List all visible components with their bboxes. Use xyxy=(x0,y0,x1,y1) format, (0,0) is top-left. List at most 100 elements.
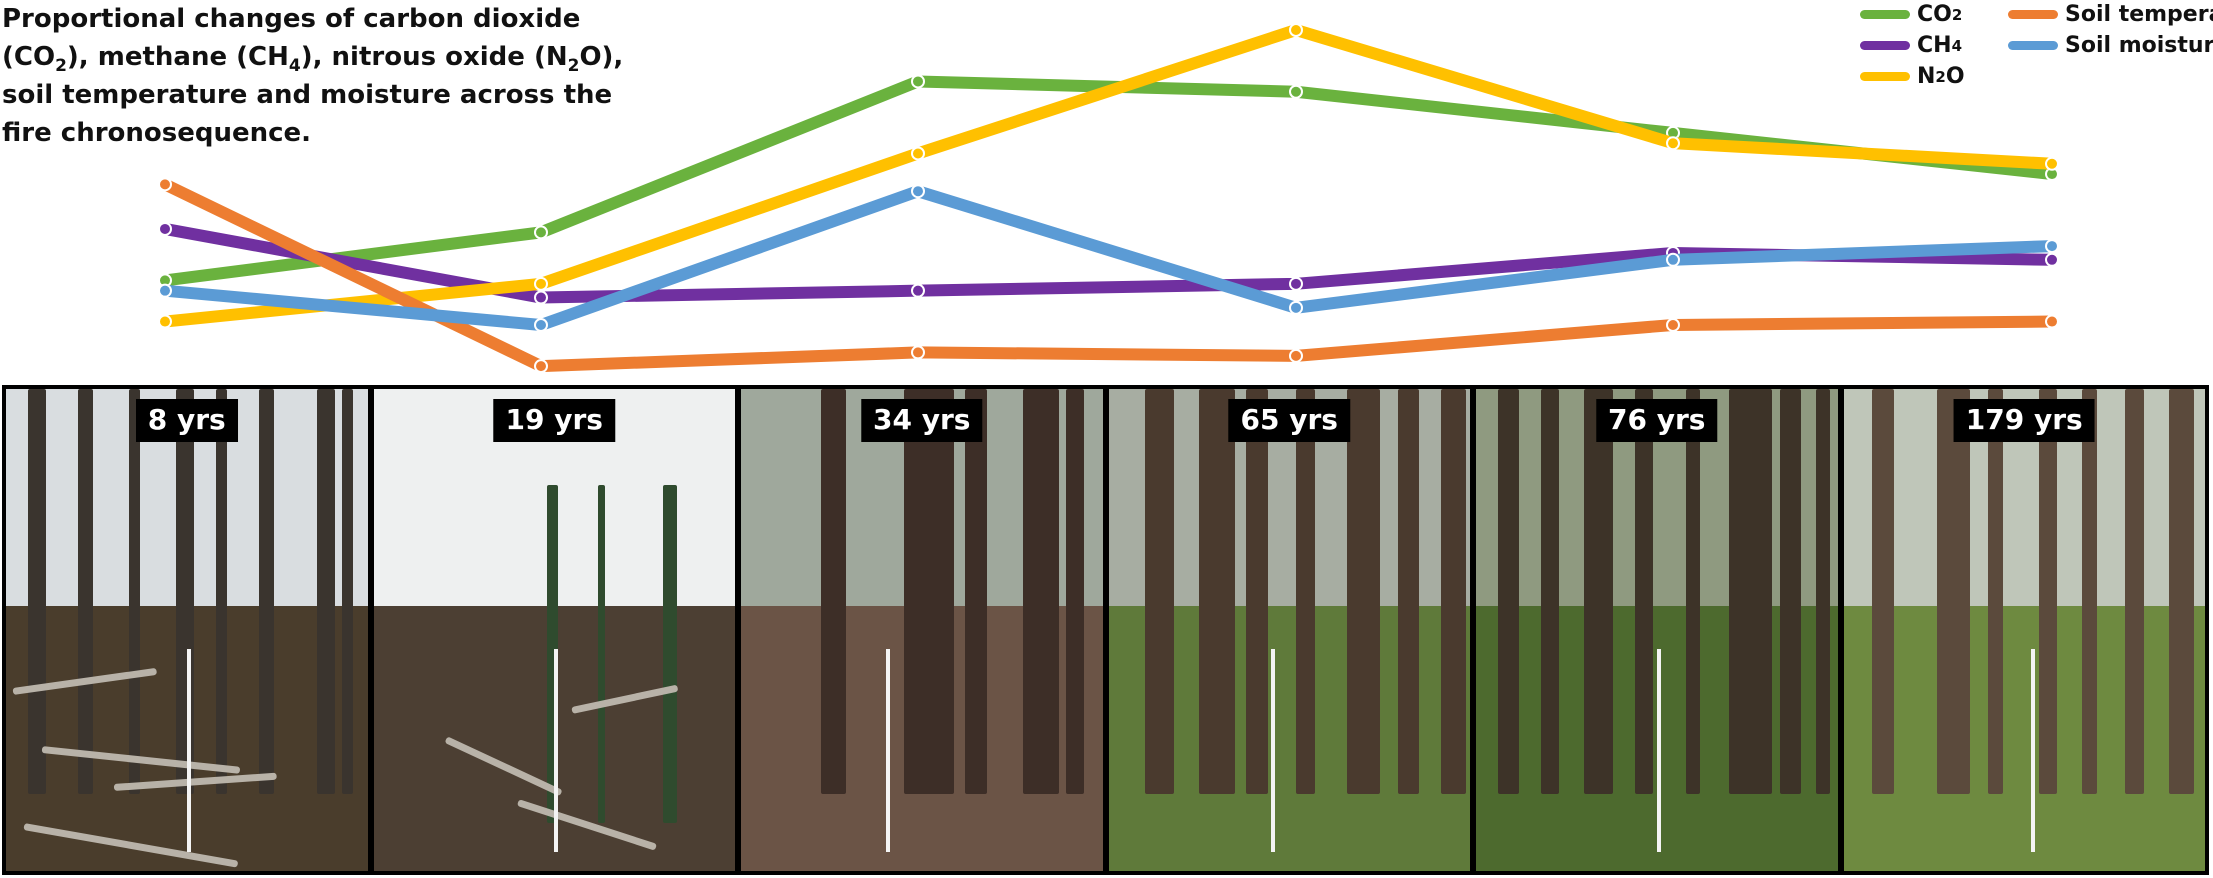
data-point-soil-temperature-6 xyxy=(2045,314,2059,329)
photo-tree-trunk xyxy=(1397,389,1420,794)
title-line-2: (CO2), methane (CH4), nitrous oxide (N2O… xyxy=(2,42,624,77)
data-point-n2o-6 xyxy=(2045,156,2059,171)
photo-tree-trunk xyxy=(1347,389,1380,794)
photo-survey-pole xyxy=(2031,649,2036,852)
photo-age-label: 65 yrs xyxy=(1228,399,1350,442)
photo-survey-pole xyxy=(554,649,559,852)
photo-tree-trunk xyxy=(1144,389,1174,794)
photo-tree-trunk xyxy=(128,389,140,794)
photo-age-label: 8 yrs xyxy=(135,399,238,442)
legend-co2: CO 2 xyxy=(1860,2,1962,27)
photo-tree-trunk xyxy=(1296,389,1315,794)
data-point-soil-moisture-1 xyxy=(158,283,172,298)
photo-tree-trunk xyxy=(1729,389,1773,794)
photo-tree-trunk xyxy=(662,485,678,823)
photo-survey-pole xyxy=(1656,649,1661,852)
photo-tree-trunk xyxy=(547,485,558,823)
photo-tree-trunk xyxy=(1497,389,1520,794)
photo-tree-trunk xyxy=(1779,389,1802,794)
photo-survey-pole xyxy=(1271,649,1276,852)
photo-survey-pole xyxy=(885,649,890,852)
photo-tree-trunk xyxy=(965,389,987,794)
photo-age-label: 179 yrs xyxy=(1953,399,2095,442)
photo-tree-trunk xyxy=(175,389,194,794)
legend-swatch-n2o xyxy=(1860,72,1910,81)
photo-tree-trunk xyxy=(1198,389,1236,794)
photo-survey-pole xyxy=(186,649,191,852)
photo-tree-trunk xyxy=(1988,389,2003,794)
photo-strip: 8 yrs 19 yrs 34 yrs 65 yrs 76 yrs 179 yrs xyxy=(2,385,2209,875)
photo-tree-trunk xyxy=(1441,389,1467,794)
photo-panel-5: 76 yrs xyxy=(1476,389,1838,871)
photo-tree-trunk xyxy=(215,389,227,794)
photo-tree-trunk xyxy=(1815,389,1831,794)
legend-ch4: CH 4 xyxy=(1860,33,1962,58)
photo-tree-trunk xyxy=(1685,389,1701,794)
data-point-soil-temperature-2 xyxy=(534,359,548,374)
data-point-n2o-3 xyxy=(911,146,925,161)
photo-ground xyxy=(1843,605,2205,871)
data-point-ch4-6 xyxy=(2045,252,2059,267)
legend-swatch-soil-moisture xyxy=(2008,41,2058,50)
photo-tree-trunk xyxy=(820,389,846,794)
photo-tree-trunk xyxy=(1937,389,1971,794)
data-point-soil-temperature-4 xyxy=(1289,348,1303,363)
photo-tree-trunk xyxy=(2082,389,2097,794)
photo-panel-3: 34 yrs xyxy=(741,389,1103,871)
data-point-soil-moisture-2 xyxy=(534,317,548,332)
legend-swatch-co2 xyxy=(1860,10,1910,19)
chart-title: Proportional changes of carbon dioxide (… xyxy=(2,0,624,152)
data-point-co2-4 xyxy=(1289,84,1303,99)
photo-panel-4: 65 yrs xyxy=(1108,389,1470,871)
data-point-n2o-5 xyxy=(1666,136,1680,151)
photo-tree-trunk xyxy=(78,389,93,794)
data-point-soil-temperature-5 xyxy=(1666,317,1680,332)
photo-tree-trunk xyxy=(2038,389,2057,794)
data-point-co2-3 xyxy=(911,74,925,89)
data-point-soil-temperature-3 xyxy=(911,345,925,360)
series-line-soil-moisture xyxy=(159,185,2058,331)
photo-age-label: 76 yrs xyxy=(1596,399,1718,442)
photo-tree-trunk xyxy=(1584,389,1614,794)
data-point-ch4-1 xyxy=(158,221,172,236)
photo-tree-trunk xyxy=(1066,389,1085,794)
title-line-3: soil temperature and moisture across the xyxy=(2,80,613,110)
data-point-ch4-4 xyxy=(1289,276,1303,291)
photo-tree-trunk xyxy=(1635,389,1654,794)
series-line-soil-temperature xyxy=(159,178,2058,373)
series-line-n2o xyxy=(159,24,2058,328)
photo-panel-2: 19 yrs xyxy=(373,389,735,871)
data-point-soil-moisture-4 xyxy=(1289,300,1303,315)
data-point-soil-moisture-3 xyxy=(911,184,925,199)
legend-swatch-ch4 xyxy=(1860,41,1910,50)
data-point-n2o-2 xyxy=(534,276,548,291)
photo-panel-6: 179 yrs xyxy=(1843,389,2205,871)
photo-tree-trunk xyxy=(316,389,335,794)
photo-age-label: 34 yrs xyxy=(861,399,983,442)
photo-tree-trunk xyxy=(259,389,274,794)
data-point-soil-temperature-1 xyxy=(158,177,172,192)
photo-tree-trunk xyxy=(27,389,46,794)
data-point-ch4-3 xyxy=(911,283,925,298)
legend-swatch-soil-temperature xyxy=(2008,10,2058,19)
data-point-n2o-4 xyxy=(1289,23,1303,37)
photo-tree-trunk xyxy=(903,389,955,794)
data-point-ch4-2 xyxy=(534,290,548,305)
data-point-soil-moisture-6 xyxy=(2045,239,2059,254)
legend-soil-temperature: Soil temperature xyxy=(2008,2,2213,27)
photo-tree-trunk xyxy=(1022,389,1060,794)
legend-soil-moisture: Soil moisture xyxy=(2008,33,2213,58)
photo-age-label: 19 yrs xyxy=(493,399,615,442)
title-line-4: fire chronosequence. xyxy=(2,118,312,148)
photo-tree-trunk xyxy=(1541,389,1560,794)
photo-tree-trunk xyxy=(2125,389,2144,794)
photo-tree-trunk xyxy=(1245,389,1268,794)
photo-tree-trunk xyxy=(1872,389,1895,794)
photo-tree-trunk xyxy=(597,485,605,823)
photo-tree-trunk xyxy=(2168,389,2195,794)
data-point-n2o-1 xyxy=(158,314,172,329)
photo-tree-trunk xyxy=(342,389,354,794)
line-chart xyxy=(158,23,2059,374)
data-point-co2-2 xyxy=(534,225,548,240)
